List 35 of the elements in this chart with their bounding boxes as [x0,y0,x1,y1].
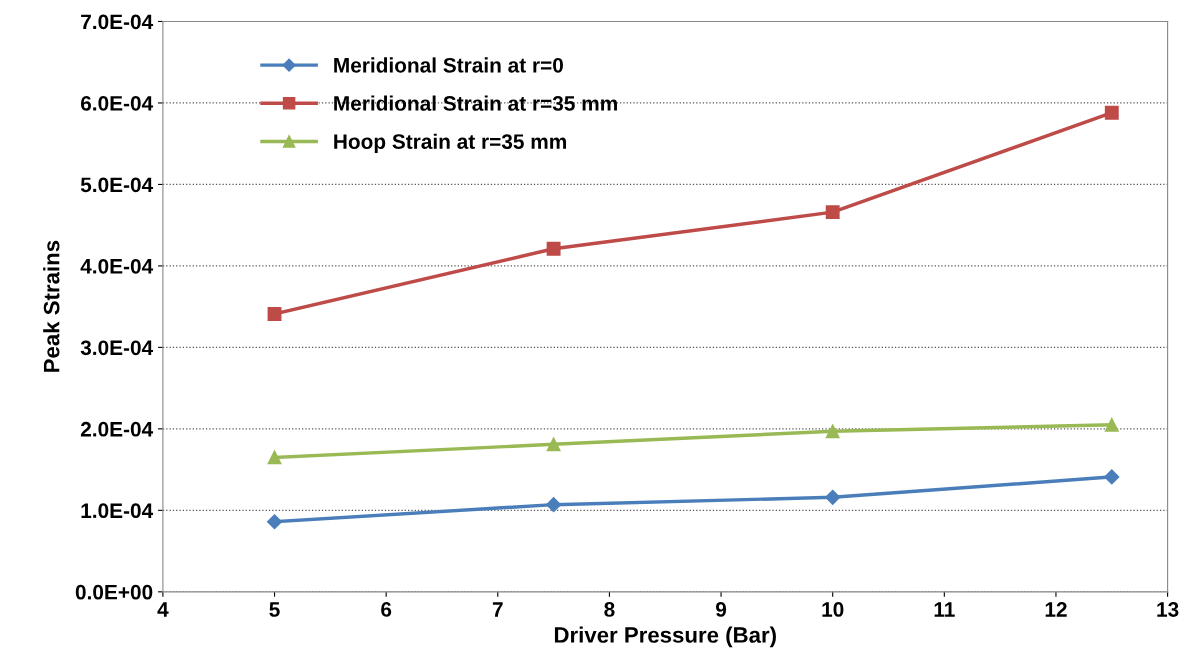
y-tick-label: 2.0E-04 [80,421,154,437]
point [546,497,562,513]
x-tick-label: 11 [934,602,955,617]
x-tick-label: 13 [1157,602,1179,617]
x-tick-label: 4 [157,602,169,617]
x-tick-label: 9 [715,602,727,617]
point [825,205,840,220]
legend-label: Hoop Strain at r=35 mm [334,133,566,154]
point [546,241,561,256]
y-tick-label: 5.0E-04 [80,177,154,193]
x-tick-label: 10 [822,602,844,617]
point [1104,417,1119,432]
y-tick-label: 0.0E+00 [75,584,153,600]
legend-label: Meridional Strain at r=35 mm [334,95,617,111]
point [825,489,841,505]
x-tick-label: 5 [269,602,280,617]
y-tick-label: 1.0E-04 [81,503,154,519]
legend-label: Meridional Strain at r=0 [334,57,563,73]
y-tick-label: 4.0E-04 [80,258,154,274]
point [267,307,282,321]
x-tick-label: 6 [381,602,392,617]
point [825,424,840,439]
y-axis-title: Peak Strains [43,240,60,372]
point [1104,469,1120,485]
point [266,514,283,530]
x-tick-label: 8 [604,602,615,617]
point [267,450,282,465]
point [1104,105,1119,120]
x-tick-label: 12 [1045,602,1067,617]
y-tick-label: 6.0E-04 [80,95,154,111]
x-tick-label: 7 [492,602,503,617]
point [546,437,561,452]
y-tick-label: 7.0E-04 [81,14,154,30]
x-axis-title: Driver Pressure (Bar) [554,626,776,648]
y-tick-label: 3.0E-04 [80,340,154,356]
